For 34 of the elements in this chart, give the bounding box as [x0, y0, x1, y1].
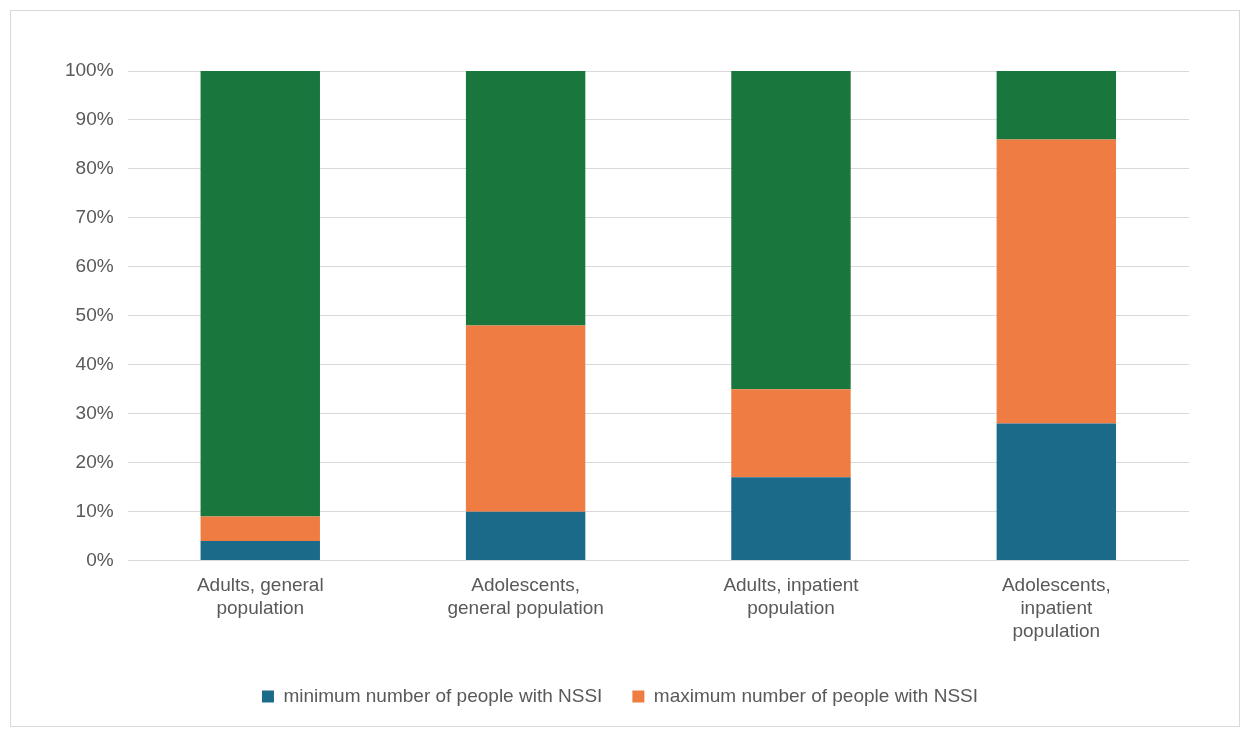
category-label: inpatient	[1020, 597, 1093, 619]
y-tick-label: 80%	[75, 157, 114, 179]
category-label: Adolescents,	[471, 574, 581, 596]
y-tick-label: 50%	[75, 304, 114, 326]
bar	[996, 139, 1117, 424]
bar	[200, 516, 320, 542]
bar	[996, 71, 1117, 140]
bar	[731, 477, 851, 561]
y-tick-label: 60%	[75, 255, 114, 277]
bar	[731, 71, 851, 390]
category-label: Adolescents,	[1001, 574, 1111, 596]
y-tick-label: 10%	[75, 499, 114, 521]
bar	[200, 541, 320, 561]
y-tick-label: 20%	[75, 450, 114, 472]
category-label: Adults, general	[196, 574, 324, 596]
bar	[465, 511, 586, 561]
bar	[465, 71, 586, 326]
category-label: population	[216, 597, 305, 619]
y-tick-label: 40%	[75, 352, 114, 374]
category-label: general population	[447, 597, 604, 619]
y-tick-label: 90%	[75, 108, 114, 130]
legend-label: minimum number of people with NSSI	[283, 684, 603, 706]
y-tick-label: 70%	[75, 206, 114, 228]
bar	[465, 325, 586, 512]
y-tick-label: 0%	[86, 548, 114, 570]
category-label: Adults, inpatient	[723, 574, 859, 596]
bar	[996, 423, 1117, 561]
y-tick-label: 100%	[64, 59, 114, 81]
bar	[731, 389, 851, 478]
category-label: population	[1012, 619, 1101, 641]
y-tick-label: 30%	[75, 401, 114, 423]
bar	[200, 71, 320, 517]
category-label: population	[747, 597, 835, 619]
legend-label: maximum number of people with NSSI	[653, 684, 979, 706]
